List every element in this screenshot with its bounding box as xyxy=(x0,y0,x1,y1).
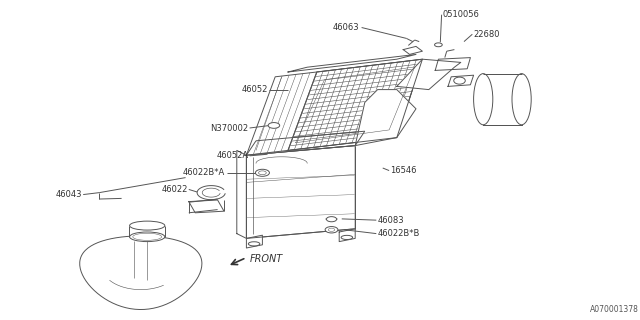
Ellipse shape xyxy=(474,74,493,125)
Polygon shape xyxy=(483,74,522,125)
Polygon shape xyxy=(246,72,317,155)
Polygon shape xyxy=(397,59,461,90)
Polygon shape xyxy=(246,235,262,248)
Text: A070001378: A070001378 xyxy=(590,305,639,314)
Text: 46022B*A: 46022B*A xyxy=(183,168,225,177)
Text: FRONT: FRONT xyxy=(250,254,283,264)
Text: 22680: 22680 xyxy=(474,30,500,39)
Polygon shape xyxy=(189,200,224,213)
Polygon shape xyxy=(339,229,355,242)
Ellipse shape xyxy=(248,242,260,246)
Polygon shape xyxy=(355,90,416,146)
Ellipse shape xyxy=(325,227,338,233)
Polygon shape xyxy=(435,58,470,70)
Ellipse shape xyxy=(435,43,442,47)
Text: 46043: 46043 xyxy=(56,190,82,199)
Text: 0510056: 0510056 xyxy=(443,10,480,19)
Text: 46022B*B: 46022B*B xyxy=(378,229,420,238)
Text: 16546: 16546 xyxy=(390,166,417,175)
Polygon shape xyxy=(246,146,355,238)
Ellipse shape xyxy=(341,236,353,239)
Polygon shape xyxy=(448,75,474,86)
Polygon shape xyxy=(246,131,365,155)
Text: 46052A: 46052A xyxy=(216,151,248,160)
Ellipse shape xyxy=(268,123,280,128)
Ellipse shape xyxy=(130,232,165,242)
Polygon shape xyxy=(288,54,416,72)
Text: 46083: 46083 xyxy=(378,216,404,225)
Polygon shape xyxy=(288,59,422,150)
Ellipse shape xyxy=(326,217,337,222)
Polygon shape xyxy=(80,236,202,309)
Ellipse shape xyxy=(454,77,465,84)
Ellipse shape xyxy=(130,221,165,230)
Text: 46063: 46063 xyxy=(333,23,360,32)
Text: 46052: 46052 xyxy=(241,85,268,94)
Polygon shape xyxy=(237,150,246,238)
Ellipse shape xyxy=(255,169,269,176)
Text: N370002: N370002 xyxy=(210,124,248,132)
Text: 46022: 46022 xyxy=(161,185,188,194)
Ellipse shape xyxy=(512,74,531,125)
